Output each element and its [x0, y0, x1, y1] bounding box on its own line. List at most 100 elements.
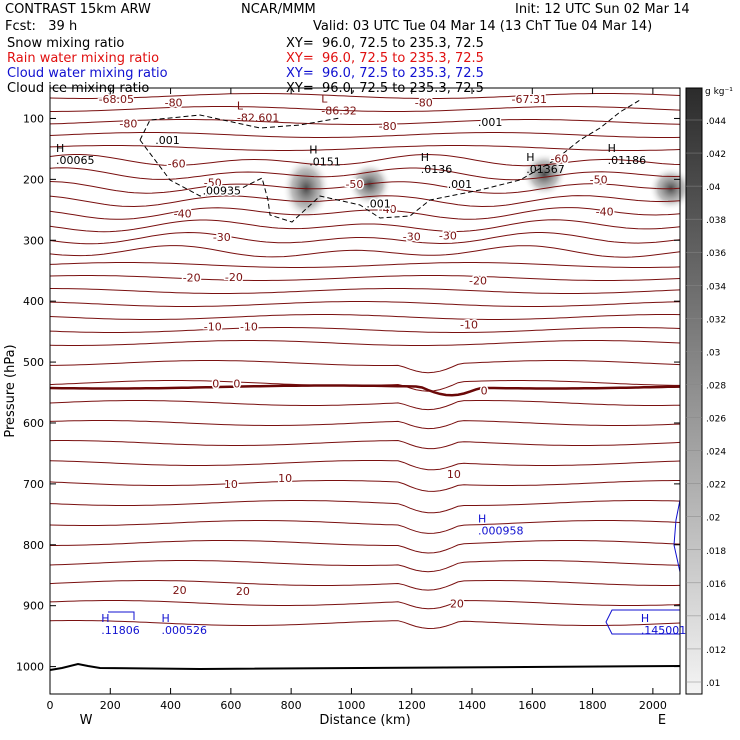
field-rain-xy: XY= 96.0, 72.5 to 235.3, 72.5 — [286, 51, 484, 66]
temperature-contour-label: -30 — [439, 229, 457, 242]
temperature-contour — [49, 132, 681, 138]
temperature-contour — [49, 314, 681, 320]
temperature-contour — [49, 119, 681, 125]
x-tick-label: 600 — [220, 699, 241, 712]
temperature-contour — [49, 327, 681, 333]
temperature-contour-label: -50 — [345, 178, 363, 191]
temperature-contour — [50, 106, 681, 112]
colorbar-tick-label: .038 — [706, 216, 726, 226]
cloud-water-contour — [108, 611, 135, 620]
extremum-marker: H — [101, 612, 109, 625]
extremum-marker: H — [421, 151, 429, 164]
extremum-value: .0151 — [309, 155, 341, 168]
colorbar-tick-label: .014 — [706, 613, 726, 623]
colorbar-gradient — [685, 87, 703, 695]
extremum-marker: H — [526, 151, 534, 164]
extremum-marker: H — [309, 143, 317, 156]
y-tick-label: 100 — [23, 112, 44, 125]
cloud-ice-contour — [139, 114, 341, 141]
cloud-water-contour — [673, 499, 681, 573]
temperature-contour-label: 20 — [173, 584, 187, 597]
temperature-contour-label: 0 — [212, 377, 219, 390]
colorbar: g kg⁻¹ .044 .042 .04 .038 .036 .034 .032 .03 .028… — [685, 87, 733, 695]
temperature-contour — [49, 520, 681, 534]
colorbar-tick-label: .01 — [706, 679, 720, 689]
temperature-contour — [50, 540, 681, 554]
cloud-water-contours — [108, 499, 681, 635]
temperature-contour — [49, 340, 681, 346]
contour-labels: -68.05 -80 -80 -67.31 -80 -80 -60 -60 -50 -50 -50 -… — [56, 91, 687, 637]
colorbar-tick-label: .042 — [706, 150, 726, 160]
temperature-contour-label: -50 — [204, 176, 222, 189]
x-tick-label: 200 — [100, 699, 121, 712]
temperature-contour-label: 0 — [481, 385, 488, 398]
colorbar-unit: g kg⁻¹ — [705, 87, 733, 97]
temperature-contour-label: 10 — [447, 468, 461, 481]
temperature-contour-label: -10 — [240, 321, 258, 334]
extremum-value: .000958 — [478, 524, 524, 537]
field-snow-label: Snow mixing ratio — [7, 36, 125, 51]
cloud-ice-contours — [139, 99, 641, 223]
y-tick-label: 600 — [23, 417, 44, 430]
temperature-contour — [50, 360, 681, 374]
cloud-ice-label: .00935 — [203, 184, 242, 197]
temperature-contour — [50, 288, 681, 294]
colorbar-tick-label: .03 — [706, 348, 720, 358]
temperature-contour-label: -20 — [469, 274, 487, 287]
temperature-contour-label: -80 — [379, 120, 397, 133]
temperature-contour — [49, 245, 681, 258]
extremum-value: .01186 — [608, 154, 647, 167]
temperature-contour — [49, 219, 681, 233]
temperature-contour — [49, 275, 681, 281]
temperature-contour — [49, 145, 681, 151]
temperature-contour — [49, 195, 681, 208]
forecast-hour: Fcst: 39 h — [5, 19, 78, 34]
y-axis-title: Pressure (hPa) — [3, 344, 18, 437]
temperature-contour — [49, 560, 681, 573]
extremum-value: .11806 — [101, 624, 140, 637]
temperature-contour — [49, 460, 681, 471]
x-tick-label: 1600 — [518, 699, 546, 712]
west-label: W — [80, 713, 93, 728]
extremum-marker: H — [162, 612, 170, 625]
extremum-marker: H — [608, 142, 616, 155]
temperature-contour-label: 10 — [278, 472, 292, 485]
colorbar-tick-label: .026 — [706, 415, 726, 425]
cloud-water-contour — [605, 609, 680, 635]
colorbar-tick-label: .04 — [706, 183, 721, 193]
extremum-value: .01367 — [526, 163, 565, 176]
temperature-contour-label: -80 — [119, 117, 137, 130]
temperature-contour — [49, 167, 681, 181]
y-tick-label: 200 — [23, 173, 44, 186]
terrain-surface — [49, 662, 681, 671]
temperature-contour-label: -20 — [225, 271, 243, 284]
temperature-contour — [49, 262, 681, 268]
extremum-marker: H — [478, 512, 486, 525]
x-tick-label: 1200 — [398, 699, 426, 712]
temperature-contour-label: -60 — [550, 153, 568, 166]
x-tick-label: 1400 — [458, 699, 486, 712]
temperature-contour — [49, 93, 681, 99]
terrain-line — [49, 662, 681, 671]
extremum-value: .145001 — [641, 624, 687, 637]
y-tick-label: 1000 — [16, 661, 44, 674]
temperature-contour — [49, 599, 681, 610]
temperature-contour-label: -10 — [204, 321, 222, 334]
cloud-ice-label: .001 — [448, 178, 473, 191]
cloud-ice-label: .001 — [366, 198, 391, 211]
extremum-marker: H — [56, 142, 64, 155]
extremum-marker: L — [237, 99, 244, 112]
temperature-contour — [49, 400, 681, 411]
temperature-contour-label: -60 — [168, 158, 186, 171]
temperature-contour-label: -40 — [174, 207, 192, 220]
temperature-contour-label: -50 — [590, 173, 608, 186]
y-tick-label: 400 — [23, 295, 44, 308]
temperature-contour — [49, 500, 681, 514]
field-snow-xy: XY= 96.0, 72.5 to 235.3, 72.5 — [286, 36, 484, 51]
y-tick-label: 500 — [23, 356, 44, 369]
colorbar-tick-label: .016 — [706, 580, 726, 590]
temperature-contours — [49, 93, 681, 630]
init-time: Init: 12 UTC Sun 02 Mar 14 — [515, 2, 690, 17]
east-label: E — [658, 713, 666, 728]
x-axis-title: Distance (km) — [319, 713, 410, 728]
